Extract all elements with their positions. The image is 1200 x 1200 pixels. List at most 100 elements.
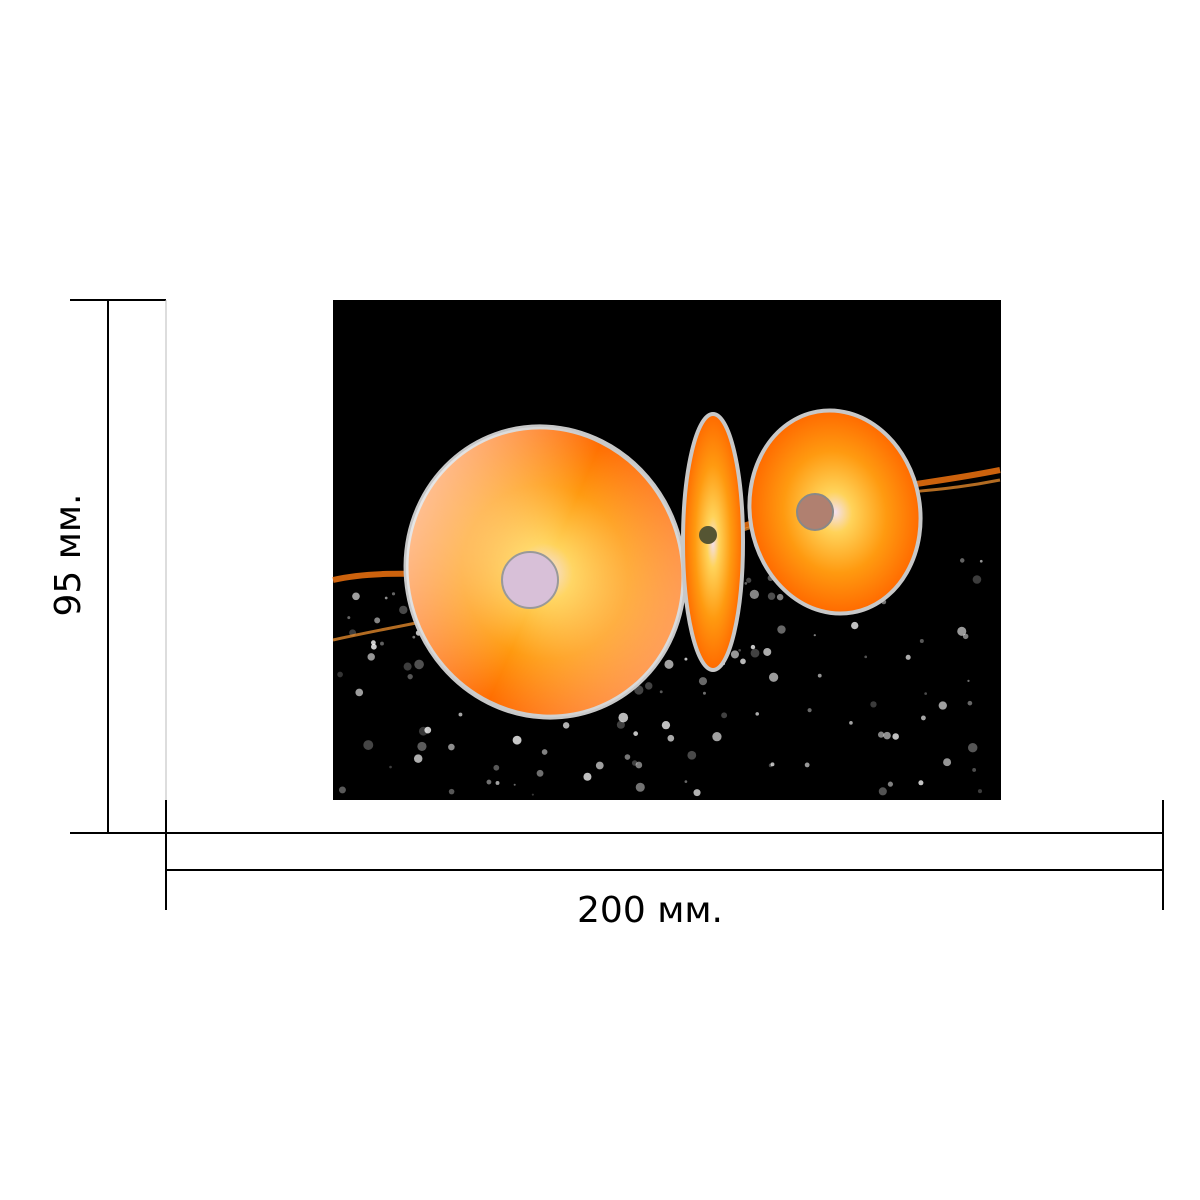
width-dimension: 200 мм. (165, 800, 1164, 931)
bokeh-dot (768, 763, 773, 768)
height-dimension: 95 мм. (48, 299, 167, 834)
bokeh-dot (380, 641, 384, 646)
bokeh-dot (776, 593, 784, 601)
bokeh-dot (448, 743, 455, 751)
bokeh-dot (770, 762, 775, 767)
bokeh-dot (659, 690, 663, 694)
bokeh-dot (618, 712, 629, 723)
bokeh-dot (664, 659, 674, 669)
bokeh-dot (918, 780, 924, 786)
bokeh-dot (738, 648, 742, 652)
bokeh-dot (750, 648, 760, 658)
bokeh-dot (919, 638, 924, 643)
bokeh-dot (371, 640, 376, 646)
bokeh-dot (374, 617, 381, 624)
bokeh-dot (412, 635, 416, 639)
disc (747, 408, 923, 616)
bokeh-dot (749, 589, 760, 600)
bokeh-dot (486, 779, 492, 785)
bokeh-dot (750, 644, 756, 650)
bokeh-dot (877, 731, 885, 738)
bokeh-dot (702, 691, 706, 695)
bokeh-dot (495, 780, 500, 785)
bokeh-dot (347, 616, 351, 620)
bokeh-dot (721, 712, 728, 719)
bokeh-dot (624, 754, 631, 760)
bokeh-dot (684, 780, 688, 783)
bokeh-dot (887, 781, 894, 787)
bokeh-dot (367, 653, 375, 661)
bokeh-dot (864, 655, 868, 659)
bokeh-dot (384, 596, 388, 600)
bokeh-dot (730, 650, 739, 659)
bokeh-dot (424, 726, 432, 734)
bokeh-dot (905, 654, 911, 660)
bokeh-dot (512, 735, 522, 745)
bokeh-dot (943, 758, 952, 767)
bokeh-dot (920, 715, 926, 721)
bokeh-dot (417, 741, 427, 751)
bokeh-dot (763, 647, 772, 656)
bokeh-dot (414, 659, 424, 670)
bokeh-dot (804, 762, 810, 768)
bokeh-dot (957, 626, 967, 636)
bokeh-dot (849, 721, 853, 725)
bokeh-dot (635, 761, 643, 769)
bokeh-dot (979, 559, 983, 563)
bokeh-dot (633, 731, 639, 736)
bokeh-dot (371, 643, 377, 650)
bokeh-dot (661, 721, 671, 730)
bokeh-dot (967, 679, 970, 683)
bokeh-dot (967, 700, 973, 706)
product-image (332, 300, 1001, 800)
bokeh-dot (977, 789, 983, 794)
bokeh-dot (746, 577, 752, 583)
bokeh-dot (531, 793, 534, 796)
bokeh-dot (355, 688, 364, 697)
bokeh-dot (448, 788, 455, 795)
bokeh-dot (583, 772, 592, 781)
bokeh-dot (687, 750, 697, 760)
bokeh-dot (924, 692, 927, 695)
bokeh-dot (807, 708, 812, 713)
bokeh-dot (712, 732, 722, 742)
bokeh-dot (391, 592, 396, 596)
bokeh-dot (967, 742, 978, 753)
bokeh-dot (892, 733, 899, 740)
bokeh-dot (635, 782, 645, 792)
bokeh-dot (389, 765, 392, 769)
bokeh-dot (458, 712, 463, 717)
bokeh-dot (755, 712, 759, 716)
bokeh-dot (337, 671, 343, 678)
bokeh-dot (744, 582, 748, 585)
bokeh-dot (667, 734, 675, 742)
bokeh-dot (851, 621, 859, 630)
disc-hole (501, 551, 559, 609)
bokeh-dot (493, 764, 500, 771)
bokeh-dot (403, 662, 412, 671)
bokeh-dot (407, 673, 413, 680)
bokeh-dot (338, 786, 346, 794)
bokeh-dot (959, 558, 965, 563)
bokeh-dot (684, 657, 688, 661)
bokeh-dot (616, 720, 625, 729)
height-label: 95 мм. (48, 493, 89, 616)
bokeh-dot (768, 672, 779, 682)
bokeh-dot (972, 575, 982, 584)
bokeh-dot (645, 682, 653, 690)
bokeh-dot (813, 634, 816, 637)
bokeh-dot (363, 740, 374, 751)
bokeh-dot (513, 783, 516, 786)
bokeh-dot (777, 625, 786, 634)
bokeh-dot (693, 789, 701, 797)
bokeh-dot (698, 677, 708, 686)
bokeh-dot (883, 731, 891, 740)
bokeh-dot (740, 658, 746, 665)
bokeh-dot (541, 749, 548, 755)
disc-hole (796, 493, 834, 531)
bokeh-dot (631, 760, 638, 766)
bokeh-dot (413, 754, 423, 763)
bokeh-dot (870, 701, 877, 708)
width-label: 200 мм. (577, 890, 723, 931)
